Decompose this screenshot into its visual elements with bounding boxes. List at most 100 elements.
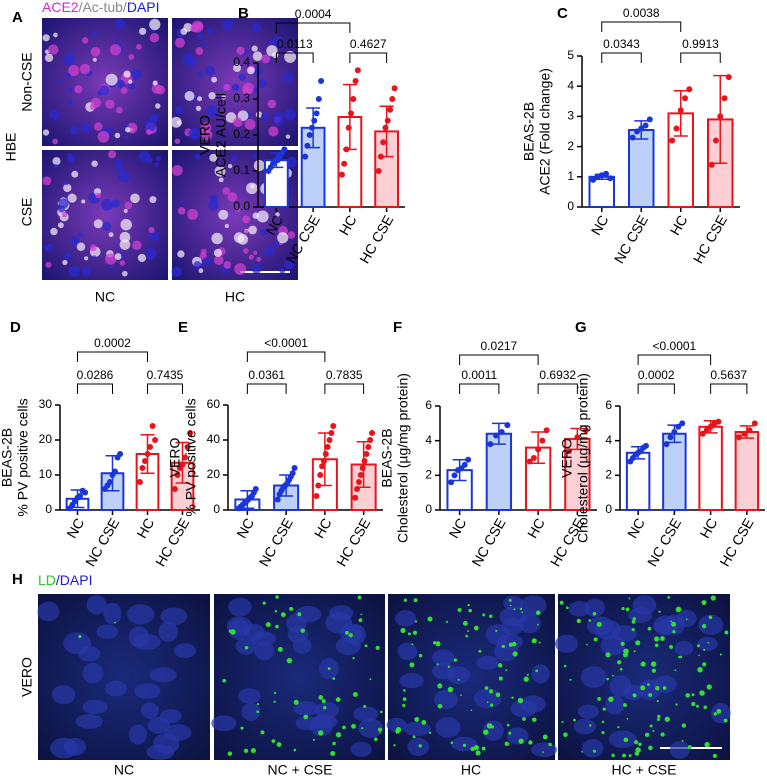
cell-blob (180, 28, 188, 35)
cell-blob (243, 248, 249, 254)
lipid-droplet (276, 742, 282, 747)
data-point (77, 493, 84, 499)
cell-blob (91, 160, 98, 167)
cell-blob (213, 248, 222, 257)
lipid-droplet (351, 723, 357, 729)
nucleus (510, 699, 537, 718)
x-tick-label: HC (336, 212, 360, 238)
data-point (574, 434, 581, 441)
cell-blob (57, 222, 64, 229)
y-axis-label: % PV positive cells (183, 398, 199, 516)
lipid-droplet (723, 718, 728, 723)
lipid-droplet (300, 628, 305, 633)
cell-blob (242, 86, 252, 96)
lipid-droplet (508, 598, 512, 602)
lipid-droplet (569, 678, 572, 681)
cell-blob (218, 209, 229, 220)
cell-blob (109, 44, 122, 56)
cell-blob (115, 158, 123, 166)
data-point (106, 479, 113, 485)
cell-blob (252, 153, 258, 159)
significance-bracket (275, 52, 314, 63)
data-point (703, 427, 710, 434)
data-point (328, 430, 335, 436)
lipid-droplet (647, 683, 650, 687)
lipid-droplet (114, 621, 116, 624)
cell-blob (67, 193, 77, 203)
lipid-droplet (486, 723, 493, 729)
lipid-droplet (586, 643, 588, 646)
nucleus (149, 667, 177, 683)
lipid-droplet (348, 633, 353, 638)
cell-blob (63, 53, 76, 66)
data-point (149, 423, 156, 429)
cell-blob (64, 252, 72, 260)
cell-blob (234, 263, 247, 276)
data-point (112, 468, 119, 475)
data-point (184, 444, 191, 450)
cell-blob (130, 193, 140, 204)
data-point (304, 142, 311, 149)
p-value: 0.0343 (603, 37, 640, 51)
lipid-droplet (632, 617, 637, 621)
lipid-droplet (427, 616, 433, 622)
cell-blob (95, 192, 102, 199)
lipid-droplet (481, 746, 486, 751)
nucleus (573, 718, 596, 735)
cell-blob (124, 134, 129, 140)
cell-blob (66, 100, 73, 106)
nucleus (96, 624, 119, 639)
cell-blob (195, 105, 202, 111)
stain: /DAPI (56, 572, 93, 588)
stain: LD (38, 572, 56, 588)
p-value: 0.0361 (248, 368, 285, 382)
bar (628, 128, 655, 209)
nucleus (433, 690, 458, 710)
lipid-droplet (622, 652, 628, 658)
data-point (152, 437, 159, 443)
cell-blob (79, 63, 91, 75)
data-point (504, 422, 511, 429)
cell-blob (44, 53, 54, 63)
lipid-droplet (435, 641, 441, 647)
lipid-droplet (706, 684, 712, 690)
lipid-droplet (672, 630, 676, 634)
lipid-droplet (708, 615, 713, 620)
lipid-droplet (656, 717, 660, 722)
lipid-droplet (470, 746, 475, 752)
x-tick-label: HC CSE (152, 515, 192, 569)
cell-blob (119, 260, 126, 266)
x-tick-label: NC (63, 515, 87, 541)
y-axis-label: BEAS-2B (379, 428, 395, 487)
nucleus (520, 595, 547, 616)
lipid-droplet (696, 644, 700, 648)
lipid-droplet (412, 630, 418, 635)
p-value: 0.6932 (539, 368, 576, 382)
significance-bracket (459, 354, 539, 365)
column-label: NC + CSE (268, 762, 333, 778)
cell-blob (76, 242, 86, 251)
lipid-droplet (681, 739, 684, 742)
lipid-droplet (634, 740, 639, 745)
lipid-droplet (274, 610, 278, 613)
lipid-droplet (473, 625, 479, 631)
data-point (582, 427, 589, 434)
lipid-droplet (312, 738, 316, 741)
data-point (306, 132, 313, 138)
lipid-droplet (631, 619, 636, 624)
cell-blob (53, 32, 58, 38)
nucleus (37, 601, 60, 622)
lipid-droplet (501, 644, 505, 649)
cell-blob (244, 229, 249, 234)
lipid-droplet (626, 717, 629, 720)
y-tick-label: 40 (207, 432, 221, 446)
data-point (715, 418, 722, 425)
data-point (669, 137, 676, 144)
nucleus (555, 634, 579, 653)
nucleus (531, 742, 558, 758)
data-point (736, 434, 743, 441)
lipid-droplet (437, 703, 443, 709)
cell-blob (211, 232, 223, 245)
nucleus (497, 633, 523, 651)
lipid-droplet (407, 632, 411, 636)
